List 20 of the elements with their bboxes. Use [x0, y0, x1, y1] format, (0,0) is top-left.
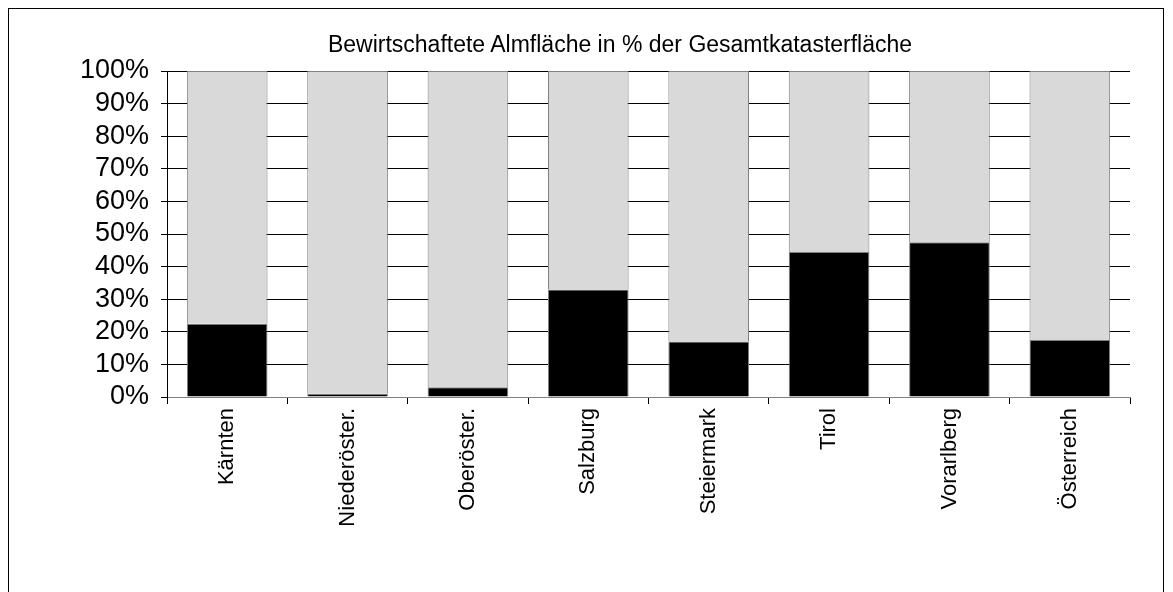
- y-tick-label: 10%: [94, 347, 149, 378]
- x-tick-label: Oberöster.: [454, 408, 479, 511]
- y-tick-label: 90%: [94, 87, 149, 118]
- y-tick-label: 60%: [94, 184, 149, 215]
- x-tick-label: Kärnten: [213, 408, 239, 486]
- x-tick-label: Steiermark: [694, 407, 720, 515]
- x-tick-label: Tirol: [815, 408, 841, 450]
- x-tick-label: Österreich: [1055, 408, 1081, 510]
- chart-title: Bewirtschaftete Almfläche in % der Gesamtkatasterfläche: [327, 30, 913, 58]
- y-tick-label: 100%: [79, 54, 149, 85]
- x-tick-label: Salzburg: [574, 408, 600, 495]
- y-tick-label: 70%: [94, 152, 149, 183]
- x-tick-label: Niederöster.: [333, 408, 359, 527]
- x-tick-label: Vorarlberg: [935, 408, 961, 510]
- y-tick-label: 0%: [109, 380, 149, 411]
- y-tick-label: 80%: [94, 119, 149, 150]
- y-tick-label: 30%: [94, 282, 149, 313]
- y-tick-label: 50%: [94, 217, 149, 248]
- y-tick-label: 20%: [94, 315, 149, 346]
- y-tick-label: 40%: [94, 250, 149, 281]
